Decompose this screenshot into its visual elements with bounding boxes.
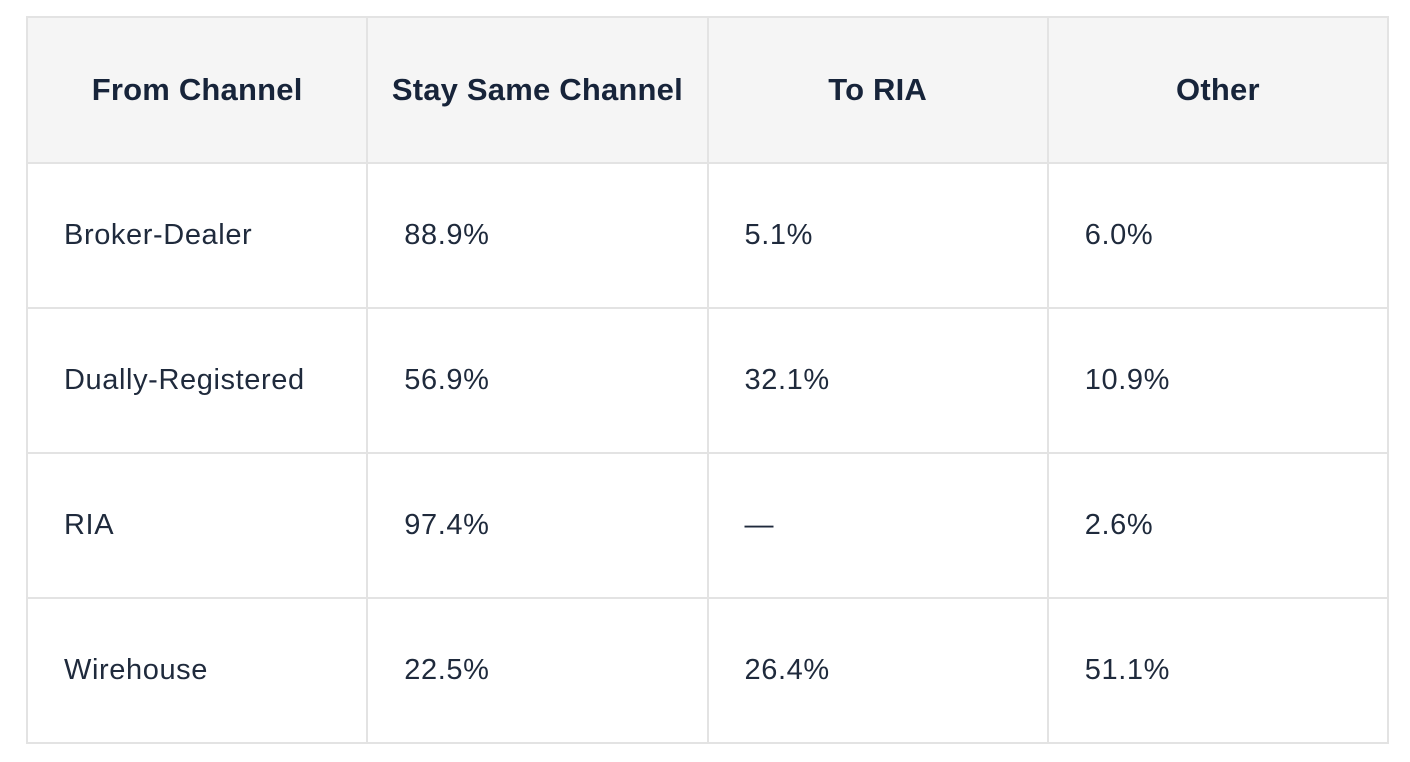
cell-to-ria: 5.1% (706, 162, 1049, 309)
table-row: Dually-Registered 56.9% 32.1% 10.9% (25, 307, 1390, 454)
cell-from-channel: RIA (25, 452, 369, 599)
cell-stay-same-channel: 22.5% (366, 597, 709, 744)
cell-from-channel: Broker-Dealer (25, 162, 369, 309)
cell-stay-same-channel: 88.9% (366, 162, 709, 309)
header-stay-same-channel: Stay Same Channel (366, 16, 709, 164)
cell-stay-same-channel: 56.9% (366, 307, 709, 454)
table-row: Broker-Dealer 88.9% 5.1% 6.0% (25, 162, 1390, 309)
cell-other: 51.1% (1046, 597, 1390, 744)
cell-to-ria: 32.1% (706, 307, 1049, 454)
cell-other: 10.9% (1046, 307, 1390, 454)
header-other: Other (1046, 16, 1390, 164)
cell-from-channel: Wirehouse (25, 597, 369, 744)
header-from-channel: From Channel (25, 16, 369, 164)
header-to-ria: To RIA (706, 16, 1049, 164)
cell-other: 2.6% (1046, 452, 1390, 599)
table-header-row: From Channel Stay Same Channel To RIA Ot… (25, 16, 1390, 164)
cell-from-channel: Dually-Registered (25, 307, 369, 454)
cell-stay-same-channel: 97.4% (366, 452, 709, 599)
cell-to-ria: 26.4% (706, 597, 1049, 744)
channel-transition-table-container: From Channel Stay Same Channel To RIA Ot… (25, 16, 1390, 744)
cell-to-ria: — (706, 452, 1049, 599)
table-row: RIA 97.4% — 2.6% (25, 452, 1390, 599)
channel-transition-table: From Channel Stay Same Channel To RIA Ot… (25, 16, 1390, 744)
cell-other: 6.0% (1046, 162, 1390, 309)
table-row: Wirehouse 22.5% 26.4% 51.1% (25, 597, 1390, 744)
